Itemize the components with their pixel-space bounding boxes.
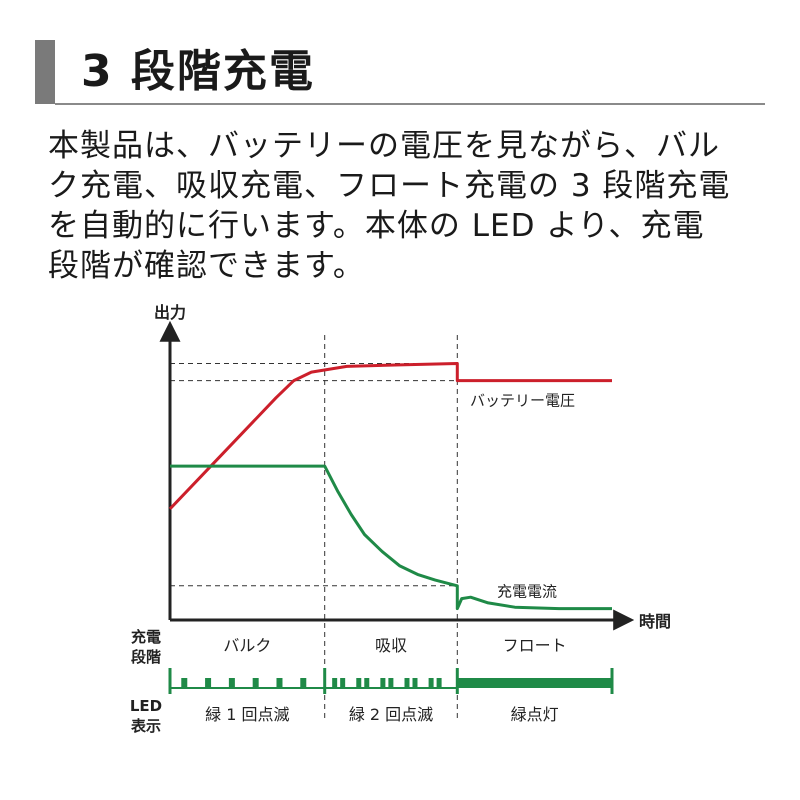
led-blink-mark xyxy=(276,678,283,688)
y-axis-label: 出力 xyxy=(154,303,186,322)
description-line: を自動的に行います。本体の LED より、充電 xyxy=(48,208,705,244)
series-label-voltage: バッテリー電圧 xyxy=(470,392,575,410)
led-blink-mark xyxy=(228,678,235,688)
led-blink-mark xyxy=(181,678,188,688)
led-state-label: 緑点灯 xyxy=(511,705,559,724)
led-row-label: LED xyxy=(130,697,162,715)
led-solid-mark xyxy=(457,678,612,688)
led-row-label: 表示 xyxy=(131,717,161,735)
description-line: 本製品は、バッテリーの電圧を見ながら、バル xyxy=(48,128,720,164)
led-blink-mark xyxy=(364,678,370,688)
series-line-voltage xyxy=(168,362,612,510)
stage-row-label: 段階 xyxy=(131,648,161,666)
section-heading: 3 段階充電 xyxy=(35,40,765,108)
led-state-label: 緑 2 回点滅 xyxy=(349,705,433,724)
heading-accent-bar xyxy=(35,40,55,104)
led-blink-mark xyxy=(380,678,386,688)
led-blink-mark xyxy=(252,678,259,688)
led-blink-mark xyxy=(428,678,434,688)
stage-label: フロート xyxy=(503,636,567,655)
led-blink-mark xyxy=(332,678,338,688)
led-blink-mark xyxy=(356,678,362,688)
series-label-current: 充電電流 xyxy=(497,583,557,601)
led-blink-mark xyxy=(404,678,410,688)
stage-label: バルク xyxy=(223,636,271,655)
heading-underline xyxy=(55,103,765,105)
led-state-label: 緑 1 回点滅 xyxy=(205,705,289,724)
led-blink-mark xyxy=(412,678,418,688)
stage-label: 吸収 xyxy=(375,636,407,655)
description-line: ク充電、吸収充電、フロート充電の 3 段階充電 xyxy=(48,168,731,204)
led-blink-mark xyxy=(205,678,212,688)
led-blink-mark xyxy=(300,678,307,688)
description-line: 段階が確認できます。 xyxy=(48,248,365,284)
stage-row-label: 充電 xyxy=(131,628,161,646)
page-title: 3 段階充電 xyxy=(81,46,315,97)
led-blink-mark xyxy=(340,678,346,688)
led-blink-mark xyxy=(436,678,442,688)
series-line-current xyxy=(170,464,612,611)
x-axis-label: 時間 xyxy=(639,612,671,631)
description: 本製品は、バッテリーの電圧を見ながら、バル ク充電、吸収充電、フロート充電の 3… xyxy=(48,126,768,286)
led-blink-mark xyxy=(388,678,394,688)
